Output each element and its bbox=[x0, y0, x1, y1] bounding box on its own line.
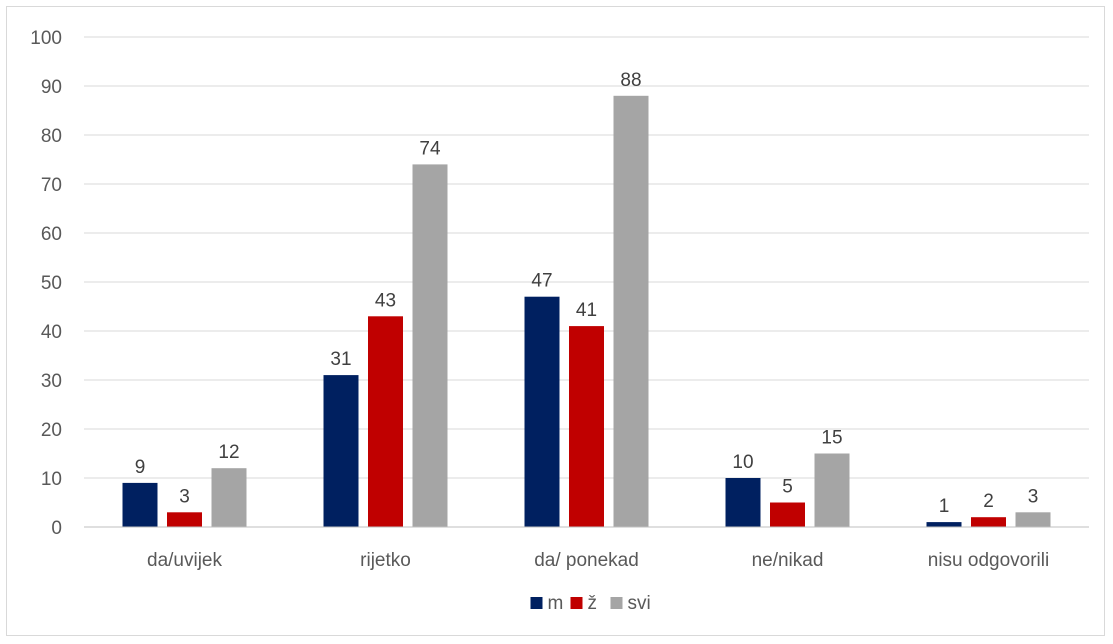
bar-ž bbox=[167, 512, 202, 527]
bar-svi bbox=[814, 453, 850, 527]
bar-m bbox=[524, 296, 560, 527]
legend[interactable]: m ž svi bbox=[530, 593, 651, 614]
y-tick-label: 50 bbox=[41, 273, 62, 294]
legend-label: m bbox=[548, 593, 564, 614]
legend-item-m[interactable]: m bbox=[530, 593, 564, 614]
data-label: 43 bbox=[375, 290, 396, 311]
y-tick-label: 90 bbox=[41, 77, 62, 98]
y-tick-label: 100 bbox=[30, 28, 62, 49]
legend-swatch bbox=[610, 597, 623, 609]
data-label: 88 bbox=[620, 70, 641, 91]
legend-label: ž bbox=[588, 593, 598, 614]
data-label: 2 bbox=[983, 491, 994, 512]
data-label: 5 bbox=[782, 477, 793, 498]
legend-swatch bbox=[570, 597, 583, 609]
y-tick-label: 20 bbox=[41, 420, 62, 441]
bar-m bbox=[926, 522, 962, 527]
bar-m bbox=[725, 478, 761, 527]
data-label: 12 bbox=[218, 442, 239, 463]
y-axis-ticks: 0 10 20 30 40 50 60 70 80 90 100 bbox=[30, 28, 62, 539]
x-axis: da/uvijek rijetko da/ ponekad ne/nikad nisu … bbox=[84, 526, 1089, 571]
data-label: 9 bbox=[135, 457, 146, 478]
y-tick-label: 0 bbox=[51, 518, 62, 539]
data-label: 3 bbox=[179, 486, 190, 507]
y-tick-label: 70 bbox=[41, 175, 62, 196]
bar-ž bbox=[971, 517, 1006, 527]
bar-m bbox=[323, 375, 359, 527]
data-label: 10 bbox=[732, 452, 753, 473]
data-label: 74 bbox=[419, 138, 441, 159]
data-label: 31 bbox=[330, 349, 351, 370]
bar-ž bbox=[368, 316, 403, 527]
bar-svi bbox=[613, 95, 649, 528]
bar-svi bbox=[412, 164, 448, 527]
bar-ž bbox=[569, 326, 604, 527]
data-label: 1 bbox=[939, 496, 950, 517]
y-tick-label: 60 bbox=[41, 224, 62, 245]
bars bbox=[122, 95, 1051, 528]
legend-label: svi bbox=[628, 593, 651, 614]
legend-item-svi[interactable]: svi bbox=[610, 593, 651, 614]
bar-m bbox=[122, 482, 158, 527]
data-label: 15 bbox=[821, 428, 842, 449]
x-tick-label: rijetko bbox=[360, 550, 411, 571]
y-tick-label: 30 bbox=[41, 371, 62, 392]
x-tick-label: nisu odgovorili bbox=[928, 550, 1049, 571]
legend-swatch bbox=[530, 597, 543, 609]
x-tick-label: ne/nikad bbox=[752, 550, 824, 571]
gridlines bbox=[84, 36, 1089, 479]
bar-ž bbox=[770, 502, 805, 527]
bar-svi bbox=[1015, 512, 1051, 527]
data-label: 41 bbox=[576, 300, 597, 321]
data-label: 47 bbox=[531, 271, 552, 292]
y-tick-label: 80 bbox=[41, 126, 62, 147]
x-tick-label: da/uvijek bbox=[147, 550, 222, 571]
y-tick-label: 40 bbox=[41, 322, 62, 343]
x-tick-label: da/ ponekad bbox=[534, 550, 639, 571]
data-label: 3 bbox=[1028, 486, 1039, 507]
legend-item-ž[interactable]: ž bbox=[570, 593, 598, 614]
y-tick-label: 10 bbox=[41, 469, 62, 490]
bar-svi bbox=[211, 468, 247, 527]
